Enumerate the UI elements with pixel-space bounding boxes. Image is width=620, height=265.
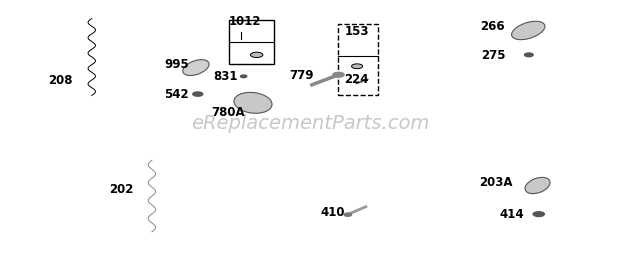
Circle shape	[352, 64, 363, 69]
Ellipse shape	[512, 21, 545, 40]
Text: 995: 995	[164, 58, 189, 72]
Ellipse shape	[525, 177, 550, 194]
Circle shape	[250, 52, 263, 58]
Circle shape	[333, 72, 344, 77]
Text: eReplacementParts.com: eReplacementParts.com	[191, 114, 429, 133]
Text: 275: 275	[480, 49, 505, 62]
Ellipse shape	[234, 92, 272, 113]
Text: 1012: 1012	[229, 15, 261, 28]
Text: 208: 208	[48, 74, 73, 87]
Text: 202: 202	[109, 183, 134, 196]
Circle shape	[344, 213, 352, 216]
Text: 779: 779	[290, 69, 314, 82]
FancyBboxPatch shape	[229, 20, 274, 64]
Circle shape	[193, 92, 203, 96]
Text: 414: 414	[499, 208, 524, 221]
Circle shape	[241, 75, 247, 78]
Text: 203A: 203A	[479, 176, 513, 189]
Circle shape	[533, 212, 544, 217]
Text: 780A: 780A	[211, 106, 245, 119]
Text: 224: 224	[344, 73, 369, 86]
Text: 831: 831	[213, 70, 237, 83]
Text: 410: 410	[321, 205, 345, 219]
Ellipse shape	[183, 60, 209, 76]
FancyBboxPatch shape	[338, 24, 378, 95]
Text: 153: 153	[344, 25, 369, 38]
Circle shape	[525, 53, 533, 57]
Text: 266: 266	[480, 20, 505, 33]
Text: 542: 542	[164, 87, 189, 101]
